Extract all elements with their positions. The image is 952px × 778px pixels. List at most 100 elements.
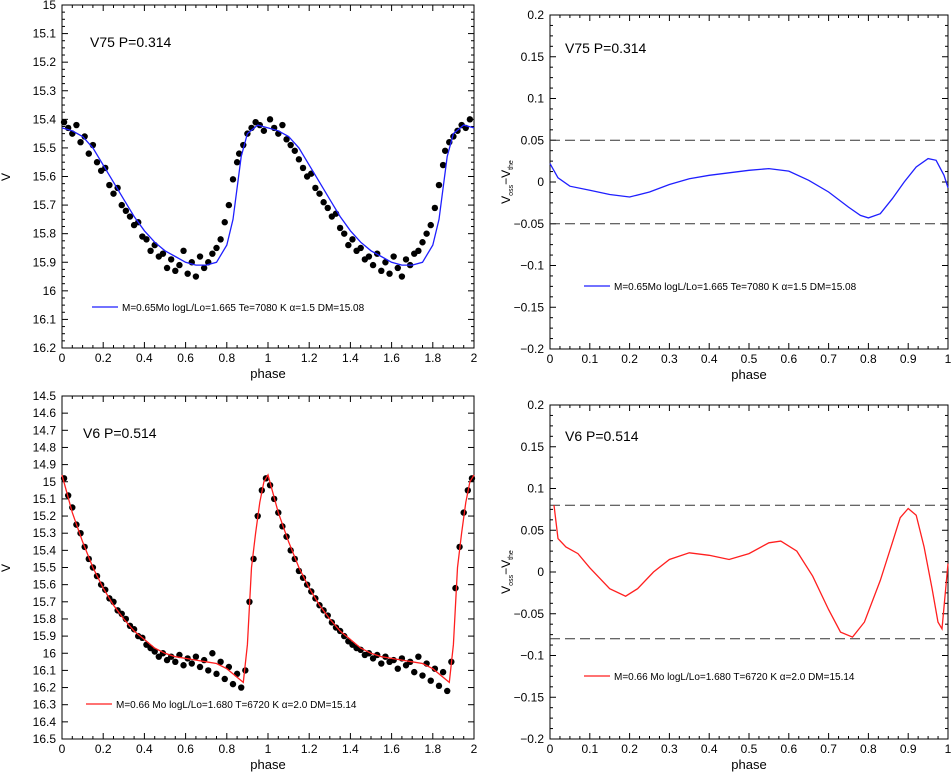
observed-point [378, 660, 385, 667]
observed-point [118, 610, 125, 618]
observed-point [147, 247, 154, 255]
y-tick-label: −0.2 [520, 732, 544, 746]
y-tick-label: −0.05 [514, 607, 545, 621]
legend-label: M=0.65Mo logL/Lo=1.665 Te=7080 K α=1.5 D… [614, 282, 857, 293]
observed-point [172, 658, 179, 666]
observed-point [415, 653, 422, 660]
plot-frame [549, 404, 949, 740]
x-tick-label: 0.2 [95, 351, 112, 365]
observed-point [217, 236, 224, 243]
x-tick-label: 0.2 [621, 352, 638, 366]
y-axis-label: V [0, 564, 13, 572]
x-tick-label: 1.8 [424, 351, 441, 365]
observed-point [411, 668, 418, 676]
observed-point [188, 660, 195, 667]
y-tick-label: −0.1 [520, 259, 544, 273]
y-tick-label: 15 [43, 475, 57, 489]
x-tick-label: 0 [59, 351, 66, 365]
legend-label: M=0.65Mo logL/Lo=1.665 Te=7080 K α=1.5 D… [122, 303, 365, 314]
y-tick-label: 0 [537, 565, 544, 579]
observed-point [466, 116, 474, 123]
observed-point [229, 680, 237, 688]
observed-point [110, 190, 117, 197]
y-tick-label: 14.5 [33, 389, 57, 403]
plot-frame [549, 14, 949, 350]
observed-point [291, 147, 298, 154]
y-axis-label-minus: −V [499, 170, 513, 185]
observed-point [118, 201, 125, 209]
x-tick-label: 0.5 [741, 742, 758, 756]
y-tick-label: 16.3 [33, 698, 57, 712]
observed-point [394, 665, 401, 672]
observed-point [122, 615, 130, 623]
y-tick-label: 15.5 [33, 561, 57, 575]
model-curve [61, 124, 475, 266]
y-tick-label: −0.1 [520, 649, 544, 663]
x-tick-label: 0.4 [701, 352, 718, 366]
y-axis-label-sub-the: the [508, 160, 515, 170]
x-tick-label: 0.2 [621, 742, 638, 756]
panel-v75-residuals: 0 0.1 0.2 0.3 0.4 0.5 0.6 0.7 0.8 0.9 1 0.2 0.15 0.1 0… [499, 8, 952, 382]
y-axis-label-sub-oss: oss [508, 184, 515, 195]
observed-point [427, 677, 434, 684]
observed-point [213, 670, 220, 678]
observed-point [77, 139, 84, 146]
observed-point [452, 584, 459, 592]
observed-point [295, 156, 303, 163]
observed-point [163, 264, 171, 272]
x-tick-label: 0 [59, 742, 66, 756]
y-axis-label-main: V [499, 196, 513, 204]
y-tick-label: 14.9 [33, 458, 57, 472]
observed-point [238, 684, 245, 691]
observed-point [126, 213, 134, 220]
y-tick-label: 16.2 [33, 681, 57, 695]
observed-point [159, 250, 167, 257]
x-tick-label: 0.4 [136, 351, 153, 365]
x-tick-label: 1 [945, 352, 952, 366]
observed-point [283, 136, 290, 143]
observed-point [419, 239, 426, 246]
y-tick-label: 15.6 [33, 578, 57, 592]
x-tick-label: 0.3 [661, 352, 678, 366]
observed-point [250, 555, 257, 563]
y-tick-label: 0.2 [527, 8, 544, 22]
y-axis-label: V [0, 173, 13, 181]
observed-point [209, 650, 216, 657]
observed-point [205, 667, 212, 674]
observed-point [398, 273, 406, 280]
observed-point [81, 133, 88, 140]
y-tick-label: 15.8 [33, 227, 57, 241]
x-tick-label: 0.6 [780, 352, 797, 366]
y-tick-label: −0.15 [514, 690, 545, 704]
observed-point [341, 230, 348, 237]
y-tick-label: −0.05 [514, 217, 545, 231]
y-tick-label: 15.4 [33, 112, 57, 126]
observed-point [439, 161, 447, 169]
observed-point [85, 150, 92, 157]
observed-point [200, 264, 208, 272]
observed-point [93, 159, 101, 166]
observed-point [172, 267, 179, 275]
y-axis-label-sub-the: the [508, 550, 515, 560]
observed-point [233, 159, 241, 166]
y-tick-label: 16.1 [33, 663, 57, 677]
x-tick-label: 1.2 [301, 742, 318, 756]
x-axis-label: phase [250, 757, 285, 772]
observed-point [242, 667, 249, 674]
y-tick-label: 15.9 [33, 255, 57, 269]
y-axis-label: Voss−Vthe [499, 550, 515, 594]
panel-v6-light-curve: 0 0.2 0.4 0.6 0.8 1 1.2 1.4 1.6 1.8 2 14.5 14.6 14.7 1… [0, 389, 478, 772]
observed-point [143, 236, 150, 243]
x-tick-label: 1 [265, 742, 272, 756]
observed-point [382, 259, 389, 266]
observed-point [176, 261, 183, 269]
observed-point [444, 687, 451, 695]
observed-point [60, 118, 68, 126]
y-axis-label-main: V [499, 586, 513, 594]
observed-point [312, 184, 319, 192]
y-tick-label: 15.6 [33, 170, 57, 184]
y-tick-label: 14.7 [33, 423, 57, 437]
observed-point [349, 236, 356, 243]
observed-point [439, 668, 447, 676]
x-tick-label: 0.9 [900, 352, 917, 366]
